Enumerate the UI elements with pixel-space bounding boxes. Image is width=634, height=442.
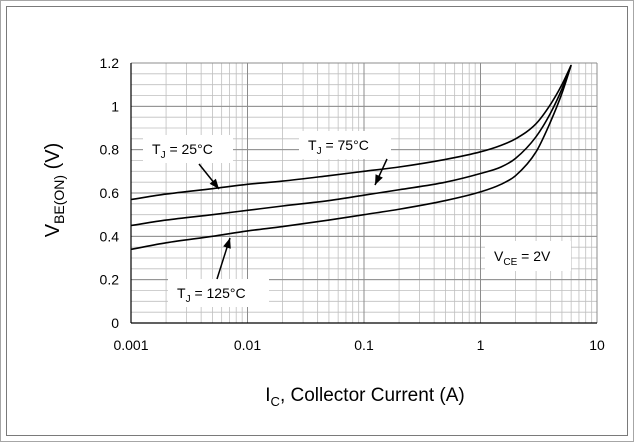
y-tick-label: 0.8 xyxy=(100,142,120,158)
y-tick-labels: 0 0.2 0.4 0.6 0.8 1 1.2 xyxy=(100,55,120,331)
x-tick-label: 0.001 xyxy=(113,337,148,353)
y-axis-label-sub: BE(ON) xyxy=(51,175,67,224)
y-axis-label-main: V xyxy=(42,223,64,237)
y-axis-label: VBE(ON) (V) xyxy=(42,143,67,238)
chart-panel: 0 0.2 0.4 0.6 0.8 1 1.2 0.001 0.01 0.1 1 10 TJ = 2… xyxy=(6,6,628,436)
y-tick-label: 1 xyxy=(111,98,119,114)
x-tick-labels: 0.001 0.01 0.1 1 10 xyxy=(113,337,605,353)
y-tick-label: 0.6 xyxy=(100,185,120,201)
vbe-vs-ic-chart: 0 0.2 0.4 0.6 0.8 1 1.2 0.001 0.01 0.1 1 10 TJ = 2… xyxy=(7,7,629,437)
x-axis-label-sub: C xyxy=(271,394,280,409)
x-axis-label: IC, Collector Current (A) xyxy=(265,385,464,409)
y-axis-label-rest: (V) xyxy=(42,143,64,175)
label-tj125-rest: = 125°C xyxy=(191,285,246,301)
y-tick-label: 0.2 xyxy=(100,272,120,288)
label-tj75-rest: = 75°C xyxy=(322,137,369,153)
x-tick-label: 10 xyxy=(589,337,605,353)
x-tick-label: 0.1 xyxy=(354,337,374,353)
y-tick-label: 0 xyxy=(111,315,119,331)
x-tick-label: 0.01 xyxy=(234,337,261,353)
y-tick-label: 1.2 xyxy=(100,55,120,71)
x-axis-label-rest: , Collector Current (A) xyxy=(280,385,465,406)
arrow-tj75-head xyxy=(375,174,383,185)
x-tick-label: 1 xyxy=(477,337,485,353)
y-tick-label: 0.4 xyxy=(100,228,120,244)
label-tj25-rest: = 25°C xyxy=(166,141,213,157)
label-vce-rest: = 2V xyxy=(517,248,551,264)
label-vce-sub: CE xyxy=(503,257,517,268)
